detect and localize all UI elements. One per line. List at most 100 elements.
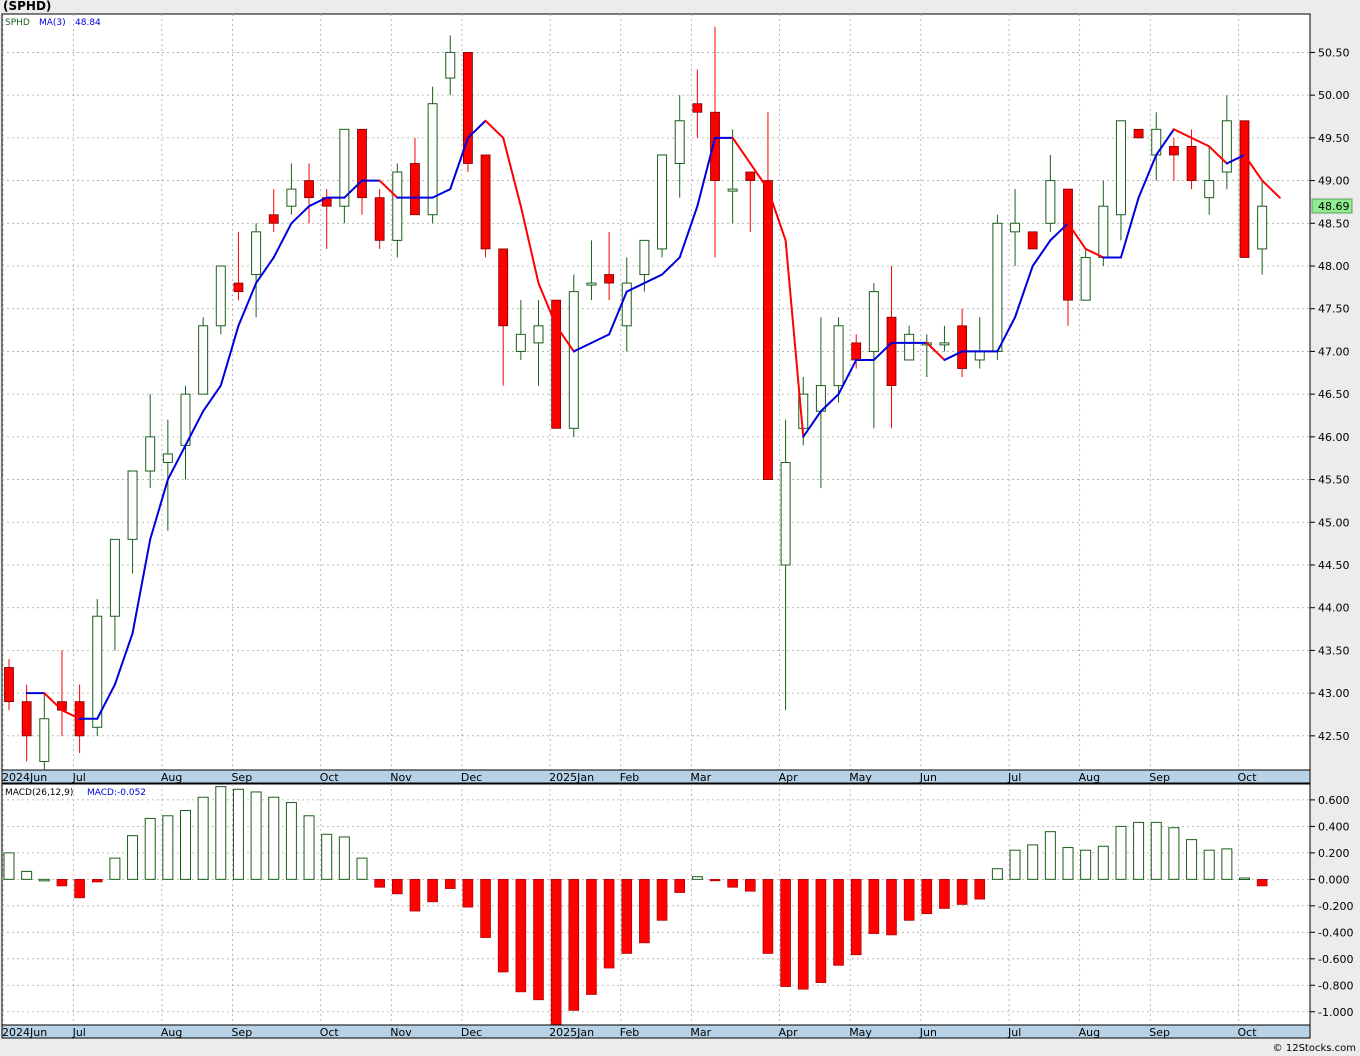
candle-body-down (1133, 128, 1144, 139)
macd-bar-positive (215, 786, 227, 880)
macd-bar-negative (550, 879, 562, 1026)
macd-month-label: Apr (779, 1026, 799, 1039)
ma-segment (766, 188, 787, 242)
macd-bar-negative (74, 879, 85, 899)
ma-segment (219, 324, 240, 387)
ma-segment (290, 205, 311, 225)
macd-bar-positive (197, 796, 209, 880)
candle-body-up (392, 171, 403, 241)
candle-body-down (1169, 146, 1179, 156)
macd-bar-negative (639, 879, 650, 944)
candle-body-down (886, 316, 897, 386)
macd-bar-negative (374, 879, 385, 888)
candle-body-up (198, 325, 209, 395)
ma-segment (784, 239, 805, 438)
macd-bar-positive (1168, 827, 1180, 880)
price-month-label: May (849, 771, 872, 784)
price-month-label: Jul (1007, 771, 1021, 784)
candle-body-down (692, 103, 703, 113)
macd-bar-positive (1080, 849, 1092, 880)
macd-bar-negative (939, 879, 950, 909)
macd-bar-positive (1221, 848, 1233, 880)
ma-segment (625, 282, 646, 293)
candle-body-down (268, 214, 279, 224)
candle-body-up (427, 103, 438, 216)
macd-tick-label: -0.400 (1318, 926, 1353, 939)
candle-body-down (745, 171, 756, 181)
ma-segment (1137, 153, 1158, 199)
ma-segment (184, 410, 205, 447)
legend-macd-value: MACD:-0.052 (87, 788, 146, 798)
price-tick-label: 49.00 (1318, 175, 1350, 188)
macd-tick-label: 0.400 (1318, 820, 1350, 833)
ma-segment (572, 341, 593, 353)
ma-segment (996, 316, 1017, 353)
ma-segment (502, 136, 522, 208)
macd-bar-negative (515, 879, 527, 993)
price-month-label: Nov (390, 771, 412, 784)
candle-body-up (780, 461, 791, 566)
macd-bar-positive (338, 836, 350, 880)
price-tick-label: 50.00 (1318, 89, 1350, 102)
ma-segment (1190, 136, 1211, 148)
candle-body-down (462, 52, 473, 164)
macd-bar-positive (356, 857, 368, 880)
macd-month-label: Jul (1007, 1026, 1021, 1039)
ma-segment (696, 136, 716, 208)
macd-bar-positive (127, 835, 139, 880)
ma-segment (819, 393, 840, 413)
macd-bar-negative (833, 879, 844, 966)
candle-body-up (657, 154, 668, 250)
candle-body-up (127, 470, 138, 540)
candle-body-down (498, 248, 509, 327)
ma-segment (749, 162, 769, 191)
price-month-label: Dec (461, 771, 482, 784)
price-month-label: Aug (161, 771, 182, 784)
macd-bar-positive (250, 791, 262, 880)
ma-segment (1208, 145, 1228, 165)
price-month-label: Jun (919, 771, 937, 784)
candle-body-up (1010, 222, 1021, 233)
macd-bar-negative (603, 879, 615, 969)
macd-month-label: Oct (320, 1026, 340, 1039)
price-month-label: Aug (1079, 771, 1100, 784)
price-tick-label: 48.50 (1318, 217, 1350, 230)
macd-bar-positive (691, 876, 703, 880)
price-month-label: Mar (690, 771, 711, 784)
macd-bar-negative (91, 879, 103, 883)
macd-tick-label: 0.200 (1318, 847, 1350, 860)
ma-segment (1119, 196, 1140, 259)
macd-bar-positive (285, 802, 297, 880)
price-tick-label: 44.50 (1318, 559, 1350, 572)
candle-body-down (233, 282, 244, 293)
macd-bar-negative (903, 879, 915, 921)
candle-body-up (1080, 256, 1091, 301)
macd-month-label: Feb (620, 1026, 639, 1039)
price-month-label: Jul (72, 771, 86, 784)
ma-segment (484, 119, 505, 139)
macd-bar-positive (1186, 839, 1198, 880)
candle-body-down (604, 274, 614, 284)
candle-body-up (1045, 180, 1056, 224)
macd-bar-negative (533, 879, 544, 1001)
candle-body-up (92, 615, 103, 728)
macd-month-label: Dec (461, 1026, 482, 1039)
ma-segment (149, 478, 169, 541)
ma-segment (802, 410, 822, 438)
macd-month-label: Sep (231, 1026, 252, 1039)
candle-body-down (480, 154, 491, 250)
macd-month-label: Aug (1079, 1026, 1100, 1039)
candle-body-up (39, 718, 50, 762)
macd-month-label: Nov (390, 1026, 412, 1039)
candle-body-down (1239, 120, 1250, 258)
ma-segment (272, 222, 293, 259)
price-month-label: Oct (320, 771, 340, 784)
macd-month-label: 2025Jan (549, 1026, 594, 1039)
macd-bar-positive (1027, 844, 1039, 880)
candle-body-up (251, 231, 262, 276)
candle-body-up (674, 120, 685, 164)
macd-tick-label: 0.600 (1318, 794, 1350, 807)
ma-segment (343, 179, 363, 199)
ma-segment (661, 256, 681, 276)
credit-text: © 12Stocks.com (1272, 1043, 1356, 1054)
